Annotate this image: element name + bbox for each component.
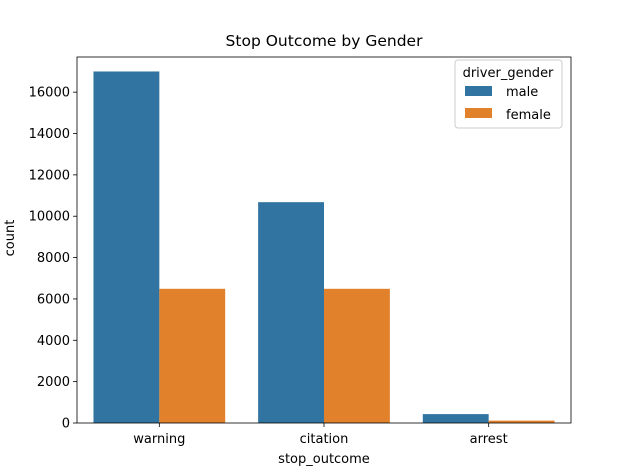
y-tick-label-16000: 16000 [29,86,70,101]
bar-female-citation [324,288,390,423]
y-tick-label-6000: 6000 [37,292,70,307]
x-tick-label-warning: warning [133,432,185,447]
x-tick-label-arrest: arrest [470,432,508,447]
bar-female-arrest [488,420,555,423]
bar-female-warning [159,288,226,423]
x-axis-label: stop_outcome [278,452,370,467]
legend-label-female: female [506,108,551,123]
legend-label-male: male [506,85,538,100]
y-tick-label-14000: 14000 [29,127,70,142]
y-tick-label-10000: 10000 [29,210,70,225]
legend-swatch-male [465,86,492,96]
legend-swatch-female [465,108,492,118]
x-axis: warning citation arrest [133,423,508,447]
y-axis-label: count [3,220,18,257]
y-tick-label-4000: 4000 [37,334,70,349]
y-tick-label-0: 0 [62,417,70,432]
bar-male-citation [258,202,324,423]
bar-male-warning [93,71,160,423]
chart-title: Stop Outcome by Gender [226,32,424,50]
legend: driver_gender male female [454,59,563,129]
y-tick-label-12000: 12000 [29,168,70,183]
bar-male-arrest [422,414,489,423]
x-tick-label-citation: citation [300,432,349,447]
legend-title: driver_gender [463,66,554,81]
y-axis: 0 2000 4000 6000 8000 10000 12000 14000 16000 [29,86,77,432]
y-tick-label-8000: 8000 [37,251,70,266]
y-tick-label-2000: 2000 [37,375,70,390]
